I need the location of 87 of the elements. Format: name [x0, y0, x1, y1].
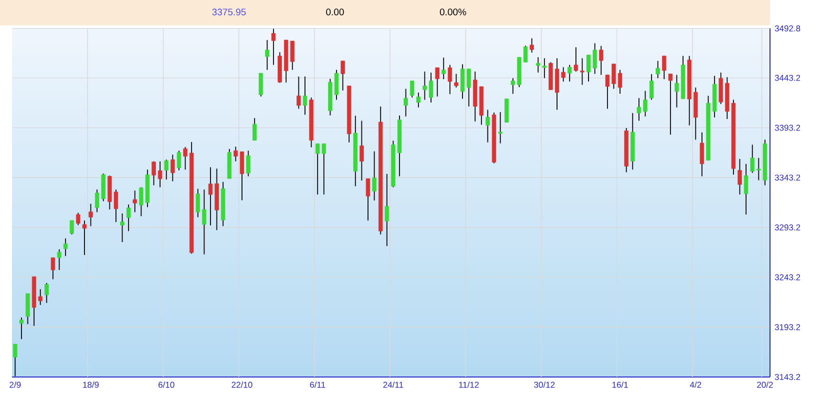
candlestick	[120, 213, 124, 243]
text: 0.00	[326, 8, 344, 16]
candlestick	[76, 212, 80, 226]
text: 3375.95	[212, 8, 246, 16]
candlestick	[196, 188, 200, 218]
candlestick	[636, 98, 642, 122]
candlestick	[738, 158, 742, 195]
candlestick	[454, 73, 458, 88]
candlestick	[372, 150, 376, 201]
candlestick	[605, 74, 610, 110]
candlestick	[750, 144, 754, 174]
candlestick	[340, 60, 345, 91]
candlestick	[252, 118, 257, 141]
candlestick	[530, 38, 534, 54]
candlestick	[88, 203, 93, 227]
candlestick	[271, 28, 276, 66]
x-tick-label: 16/1	[612, 382, 628, 388]
x-tick-label: 11/12	[459, 382, 479, 388]
candlestick	[649, 74, 654, 100]
candlestick	[498, 112, 502, 144]
candlestick	[360, 120, 364, 182]
candlestick	[302, 76, 308, 116]
candlestick	[19, 317, 24, 340]
x-tick-label: 6/10	[158, 382, 174, 388]
candlestick	[416, 92, 421, 108]
candlestick	[744, 163, 748, 215]
text: 0.00%	[440, 8, 466, 16]
candlestick	[13, 344, 18, 377]
candlestick	[504, 98, 509, 123]
candlestick	[486, 109, 490, 143]
candlestick	[700, 132, 704, 177]
candlestick	[164, 159, 168, 180]
candlestick	[599, 46, 604, 76]
x-tick-label: 24/11	[383, 382, 404, 388]
candlestick	[643, 90, 648, 117]
candlestick	[662, 55, 666, 80]
candlestick	[404, 88, 408, 117]
candlestick	[26, 293, 30, 325]
candlestick	[718, 72, 723, 105]
y-tick-label: 3243.2	[774, 274, 800, 280]
candlestick	[366, 178, 370, 221]
candlestick	[612, 63, 616, 90]
candlestick	[170, 154, 175, 182]
y-tick-label: 3443.2	[774, 74, 800, 81]
candlestick	[265, 40, 270, 70]
candlestick	[580, 58, 584, 86]
candlestick	[63, 238, 68, 256]
candlestick	[258, 72, 263, 97]
candlestick	[384, 173, 390, 247]
candlestick	[183, 146, 188, 170]
candlestick	[126, 204, 131, 232]
x-tick-label: 22/10	[232, 382, 252, 388]
candlestick	[674, 74, 679, 108]
candlestick	[668, 73, 673, 136]
candlestick	[246, 150, 250, 177]
candlestick	[618, 69, 622, 94]
candlestick	[448, 64, 452, 95]
x-tick-label: 2/9	[10, 382, 21, 388]
candlestick	[70, 220, 74, 235]
y-tick-label: 3492.8	[774, 25, 800, 32]
candlestick	[176, 150, 182, 171]
y-tick-label: 3143.2	[774, 374, 800, 380]
y-tick-label: 3193.2	[774, 324, 800, 330]
candlestick	[152, 160, 156, 186]
y-tick-label: 3343.2	[774, 174, 800, 181]
candlestick	[435, 67, 440, 97]
x-tick-label: 20/2	[757, 382, 773, 388]
candlestick	[442, 57, 446, 80]
x-tick-label: 6/11	[310, 382, 326, 388]
candlestick	[158, 160, 162, 188]
candlestick	[410, 80, 414, 98]
candlestick	[50, 257, 56, 280]
x-tick-label: 18/9	[83, 382, 99, 388]
candlestick	[568, 64, 572, 82]
y-tick-label: 3393.2	[774, 124, 800, 131]
x-tick-label: 30/12	[534, 382, 555, 388]
candlestick	[510, 78, 516, 94]
candlestick	[656, 60, 660, 79]
candlestick	[82, 220, 87, 256]
candlestick	[574, 46, 578, 72]
candlestick	[132, 190, 137, 213]
candlestick	[202, 189, 206, 255]
x-tick-label: 4/2	[690, 382, 702, 388]
candlestick	[57, 248, 62, 270]
candlestick	[44, 282, 49, 304]
y-tick-label: 3293.2	[774, 224, 800, 230]
candlestick	[296, 76, 301, 110]
